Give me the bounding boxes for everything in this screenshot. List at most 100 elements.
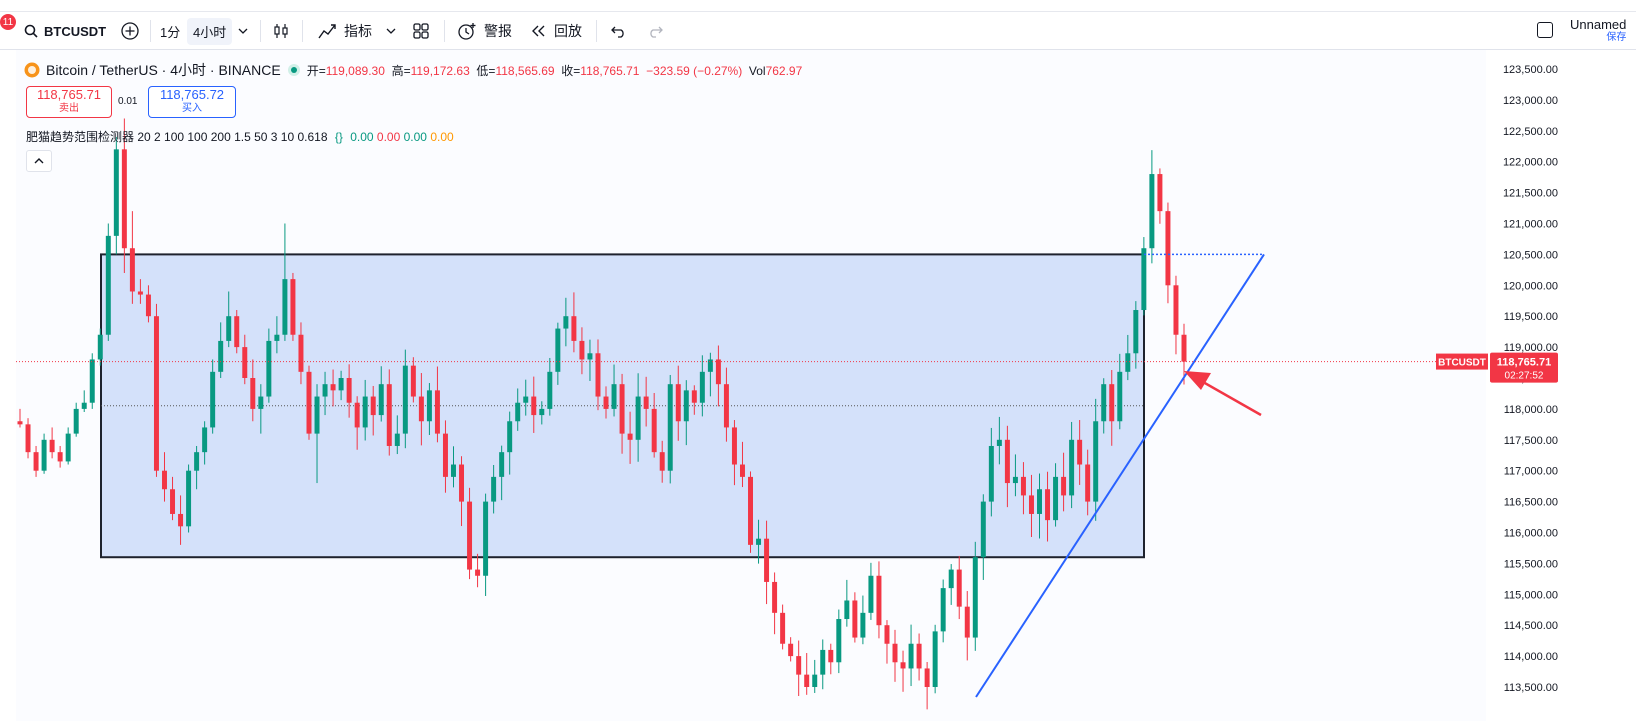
chart-type-button[interactable] bbox=[272, 12, 290, 50]
candle bbox=[683, 380, 689, 446]
candle bbox=[1077, 420, 1083, 485]
candle bbox=[491, 464, 497, 514]
indicators-label: 指标 bbox=[344, 23, 372, 39]
price-axis-label: 115,500.00 bbox=[1504, 558, 1558, 570]
indicator-name: 肥猫趋势范围检测器 20 2 100 100 200 1.5 50 3 10 0… bbox=[26, 130, 328, 144]
candle bbox=[1061, 452, 1067, 512]
indicators-button[interactable]: 指标 bbox=[318, 12, 372, 50]
candle bbox=[595, 339, 601, 411]
candle bbox=[113, 136, 119, 255]
candle bbox=[1020, 462, 1026, 515]
candle bbox=[812, 659, 818, 693]
candle bbox=[772, 572, 778, 635]
candle bbox=[940, 579, 946, 643]
price-tag bbox=[1490, 352, 1558, 383]
candle bbox=[868, 562, 874, 620]
candle bbox=[451, 446, 456, 488]
price-axis-label: 117,000.00 bbox=[1504, 466, 1558, 478]
templates-button[interactable] bbox=[412, 12, 430, 50]
candle bbox=[972, 541, 978, 651]
price-chart[interactable]: 123,500.00 123,000.00 122,500.00 122,000.00… bbox=[16, 50, 1636, 721]
candle bbox=[579, 327, 585, 375]
interval-4h[interactable]: 4小时 bbox=[187, 17, 233, 45]
search-icon bbox=[24, 24, 38, 38]
candle bbox=[587, 339, 593, 381]
candle bbox=[780, 604, 786, 650]
indicator-value-4: 0.00 bbox=[430, 130, 454, 144]
candle bbox=[1157, 168, 1163, 224]
replay-button[interactable]: 回放 bbox=[530, 12, 582, 50]
candle bbox=[346, 364, 352, 418]
candle bbox=[707, 352, 713, 397]
left-drawing-toolbar bbox=[0, 50, 17, 721]
candle bbox=[137, 279, 143, 304]
candle bbox=[980, 494, 986, 580]
candle bbox=[410, 357, 416, 403]
candle bbox=[65, 427, 71, 465]
price-axis-label: 116,000.00 bbox=[1504, 528, 1558, 540]
candle bbox=[659, 440, 665, 483]
symbol-title[interactable]: Bitcoin / TetherUS · 4小时 · BINANCE bbox=[46, 62, 281, 78]
price-axis-label: 113,500.00 bbox=[1504, 682, 1558, 694]
symbol-search-button[interactable]: BTCUSDT bbox=[24, 12, 106, 50]
compare-button[interactable] bbox=[120, 12, 140, 50]
undo-button[interactable] bbox=[610, 12, 628, 50]
candle bbox=[611, 364, 617, 417]
candle-countdown: 02:27:52 bbox=[1505, 371, 1544, 382]
collapse-legend-button[interactable] bbox=[26, 150, 52, 172]
indicator-legend[interactable]: 肥猫趋势范围检测器 20 2 100 100 200 1.5 50 3 10 0… bbox=[26, 128, 454, 145]
candle bbox=[731, 420, 737, 486]
candle bbox=[250, 359, 256, 422]
price-axis-label: 118,000.00 bbox=[1504, 404, 1558, 416]
layout-name-button[interactable]: Unnamed 保存 bbox=[1570, 18, 1626, 44]
sell-button[interactable]: 118,765.71 卖出 bbox=[26, 86, 112, 118]
candle bbox=[467, 487, 473, 580]
candle bbox=[1037, 473, 1042, 539]
annotation-arrow bbox=[1195, 376, 1262, 417]
candle bbox=[964, 591, 970, 661]
price-axis-label: 121,000.00 bbox=[1503, 219, 1558, 231]
candle bbox=[900, 650, 906, 692]
candle bbox=[748, 471, 753, 553]
candles-icon bbox=[274, 24, 288, 38]
candle bbox=[828, 643, 834, 675]
notification-badge[interactable]: 11 bbox=[0, 14, 16, 30]
price-axis-label: 114,500.00 bbox=[1504, 620, 1558, 632]
candle bbox=[796, 640, 802, 697]
candle bbox=[1004, 425, 1010, 508]
candle bbox=[988, 427, 994, 517]
candle bbox=[756, 519, 762, 564]
candle bbox=[314, 384, 320, 484]
candle bbox=[667, 374, 673, 484]
redo-button[interactable] bbox=[646, 12, 664, 50]
candle bbox=[145, 285, 151, 323]
candle bbox=[956, 555, 962, 620]
ohlc-values: 开=119,089.30 高=119,172.63 低=118,565.69 收… bbox=[306, 63, 803, 78]
close-value: 118,765.71 bbox=[580, 63, 640, 78]
candle bbox=[426, 383, 432, 435]
alert-button[interactable]: 警报 bbox=[456, 12, 512, 50]
candle bbox=[129, 211, 135, 304]
interval-dropdown[interactable] bbox=[238, 12, 248, 50]
bitcoin-logo-icon bbox=[24, 62, 40, 78]
candle bbox=[603, 386, 609, 419]
candle bbox=[25, 418, 31, 459]
layout-checkbox[interactable] bbox=[1537, 22, 1553, 38]
candle bbox=[475, 553, 481, 588]
candle bbox=[788, 637, 794, 662]
candle bbox=[370, 385, 376, 436]
grid-icon bbox=[413, 23, 429, 39]
source-code-icon[interactable]: {} bbox=[334, 130, 343, 144]
candle bbox=[643, 376, 649, 427]
buy-button[interactable]: 118,765.72 买入 bbox=[148, 86, 236, 118]
candle bbox=[298, 322, 304, 385]
layout-name: Unnamed bbox=[1570, 17, 1627, 32]
candle bbox=[186, 464, 192, 533]
candle bbox=[555, 322, 561, 385]
change-value: −323.59 (−0.27%) bbox=[646, 63, 743, 78]
candle bbox=[539, 401, 545, 425]
indicators-dropdown[interactable] bbox=[386, 12, 396, 50]
price-axis-label: 123,000.00 bbox=[1503, 95, 1558, 107]
candle bbox=[81, 390, 87, 412]
interval-1m[interactable]: 1分 bbox=[160, 24, 181, 40]
